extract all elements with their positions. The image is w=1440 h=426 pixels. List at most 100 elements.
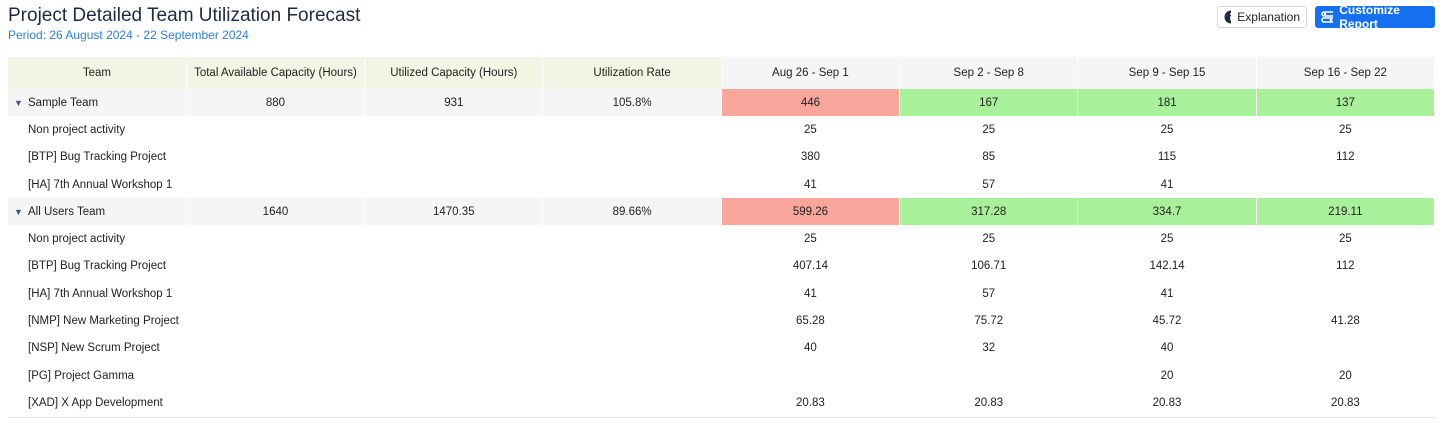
cell-text: 446 (800, 96, 820, 109)
cell-text: 20 (1160, 369, 1174, 382)
cell-text: 25 (982, 233, 996, 246)
cell: 57 (899, 170, 1079, 199)
cell-text: 106.71 (971, 260, 1007, 273)
cell: 41 (721, 170, 901, 199)
cell-text: 25 (804, 123, 817, 136)
row-label: [HA] 7th Annual Workshop 1 (8, 280, 187, 308)
cell-text: 380 (800, 151, 820, 164)
cell (899, 361, 1079, 390)
cell: 317.28 (899, 198, 1079, 226)
cell: 25 (721, 116, 901, 144)
cell: 334.7 (1077, 198, 1257, 226)
cell: 41.28 (1256, 307, 1436, 335)
report-period: Period: 26 August 2024 - 22 September 20… (8, 28, 249, 42)
project-row: [PG] Project Gamma 20 20 (8, 361, 1436, 390)
cell-text: 317.28 (971, 205, 1007, 218)
cell-text: [NSP] New Scrum Project (28, 342, 160, 355)
cell-text: 41 (1160, 178, 1174, 191)
cell (364, 143, 544, 171)
collapse-toggle[interactable]: ▼ (14, 206, 23, 217)
cell (364, 252, 544, 281)
project-row: Non project activity 25 25 25 25 (8, 225, 1436, 253)
cell-text: Sample Team (28, 96, 99, 109)
report-title: Project Detailed Team Utilization Foreca… (8, 5, 361, 26)
project-row: [XAD] X App Development 20.83 20.83 20.83 20… (8, 389, 1436, 418)
cell: 32 (899, 334, 1079, 362)
header-row: Team Total Available Capacity (Hours) Util… (8, 57, 1436, 89)
cell: 89.66% (542, 198, 722, 226)
cell (186, 334, 366, 362)
utilization-table: Team Total Available Capacity (Hours) Util… (8, 57, 1436, 418)
row-label: [XAD] X App Development (8, 389, 187, 418)
row-label: [PG] Project Gamma (8, 361, 187, 390)
cell-text: 115 (1157, 151, 1177, 164)
cell-text: 40 (804, 342, 817, 355)
cell (721, 361, 901, 390)
table-body: ▼ Sample Team 880 931 105.8% 446 167 181 137 Non … (8, 89, 1436, 418)
cell: 106.71 (899, 252, 1079, 281)
row-label: Non project activity (8, 116, 187, 144)
customize-report-button[interactable]: Customize Report (1315, 3, 1435, 31)
button-label: Explanation (1237, 10, 1300, 24)
cell-text: 112 (1336, 151, 1355, 164)
cell (542, 307, 722, 335)
cell-text: [BTP] Bug Tracking Project (28, 151, 167, 164)
project-row: [BTP] Bug Tracking Project 380 85 115 112 (8, 143, 1436, 171)
explanation-button[interactable]: Explanation (1217, 6, 1307, 28)
column-header: Sep 2 - Sep 8 (899, 57, 1079, 89)
cell: 41 (1077, 280, 1257, 308)
cell-text: 20.83 (1152, 396, 1182, 409)
cell (364, 361, 544, 390)
cell-text: 40 (1160, 342, 1174, 355)
cell: 112 (1256, 143, 1436, 171)
project-row: [HA] 7th Annual Workshop 1 41 57 41 (8, 170, 1436, 199)
row-label: Non project activity (8, 225, 187, 253)
cell: 20.83 (721, 389, 901, 418)
cell-text: 20.83 (796, 396, 825, 409)
cell (542, 143, 722, 171)
cell: 115 (1077, 143, 1257, 171)
cell-text: [NMP] New Marketing Project (28, 315, 179, 328)
project-row: [NMP] New Marketing Project 65.28 75.72 45.… (8, 307, 1436, 335)
info-icon (1224, 10, 1232, 24)
cell: 1470.35 (364, 198, 544, 226)
column-header: Utilized Capacity (Hours) (364, 57, 544, 89)
column-header: Team (8, 57, 187, 89)
cell-text: 219.11 (1328, 205, 1363, 218)
cell (186, 170, 366, 199)
cell (364, 280, 544, 308)
project-row: Non project activity 25 25 25 25 (8, 116, 1436, 144)
cell: 112 (1256, 252, 1436, 281)
cell: 880 (186, 89, 366, 117)
cell-text: 41.28 (1330, 315, 1360, 328)
project-row: [BTP] Bug Tracking Project 407.14 106.71 14… (8, 252, 1436, 281)
cell: 20 (1256, 361, 1436, 390)
cell-text: 32 (982, 342, 996, 355)
cell (542, 389, 722, 418)
cell (542, 116, 722, 144)
cell-text: All Users Team (28, 205, 106, 218)
cell: 25 (899, 116, 1079, 144)
cell (1256, 170, 1436, 199)
cell (364, 334, 544, 362)
collapse-toggle[interactable]: ▼ (14, 97, 23, 108)
cell-text: 880 (265, 96, 286, 109)
cell-text: 45.72 (1152, 315, 1182, 328)
cell-text: 1470.35 (432, 205, 475, 218)
row-label: [BTP] Bug Tracking Project (8, 143, 187, 171)
cell-text: 112 (1336, 260, 1355, 273)
cell: 25 (1256, 225, 1436, 253)
cell-text: 137 (1335, 96, 1355, 109)
cell-text: 89.66% (612, 205, 652, 218)
column-header: Sep 16 - Sep 22 (1256, 57, 1436, 89)
cell-text: 1640 (262, 205, 289, 218)
cell-text: 167 (979, 96, 999, 109)
cell (1256, 280, 1436, 308)
cell-text: 142.14 (1149, 260, 1185, 273)
column-header: Aug 26 - Sep 1 (721, 57, 901, 89)
cell (542, 225, 722, 253)
row-label: ▼ Sample Team (8, 89, 187, 117)
cell (364, 225, 544, 253)
cell-text: 25 (1160, 123, 1174, 136)
